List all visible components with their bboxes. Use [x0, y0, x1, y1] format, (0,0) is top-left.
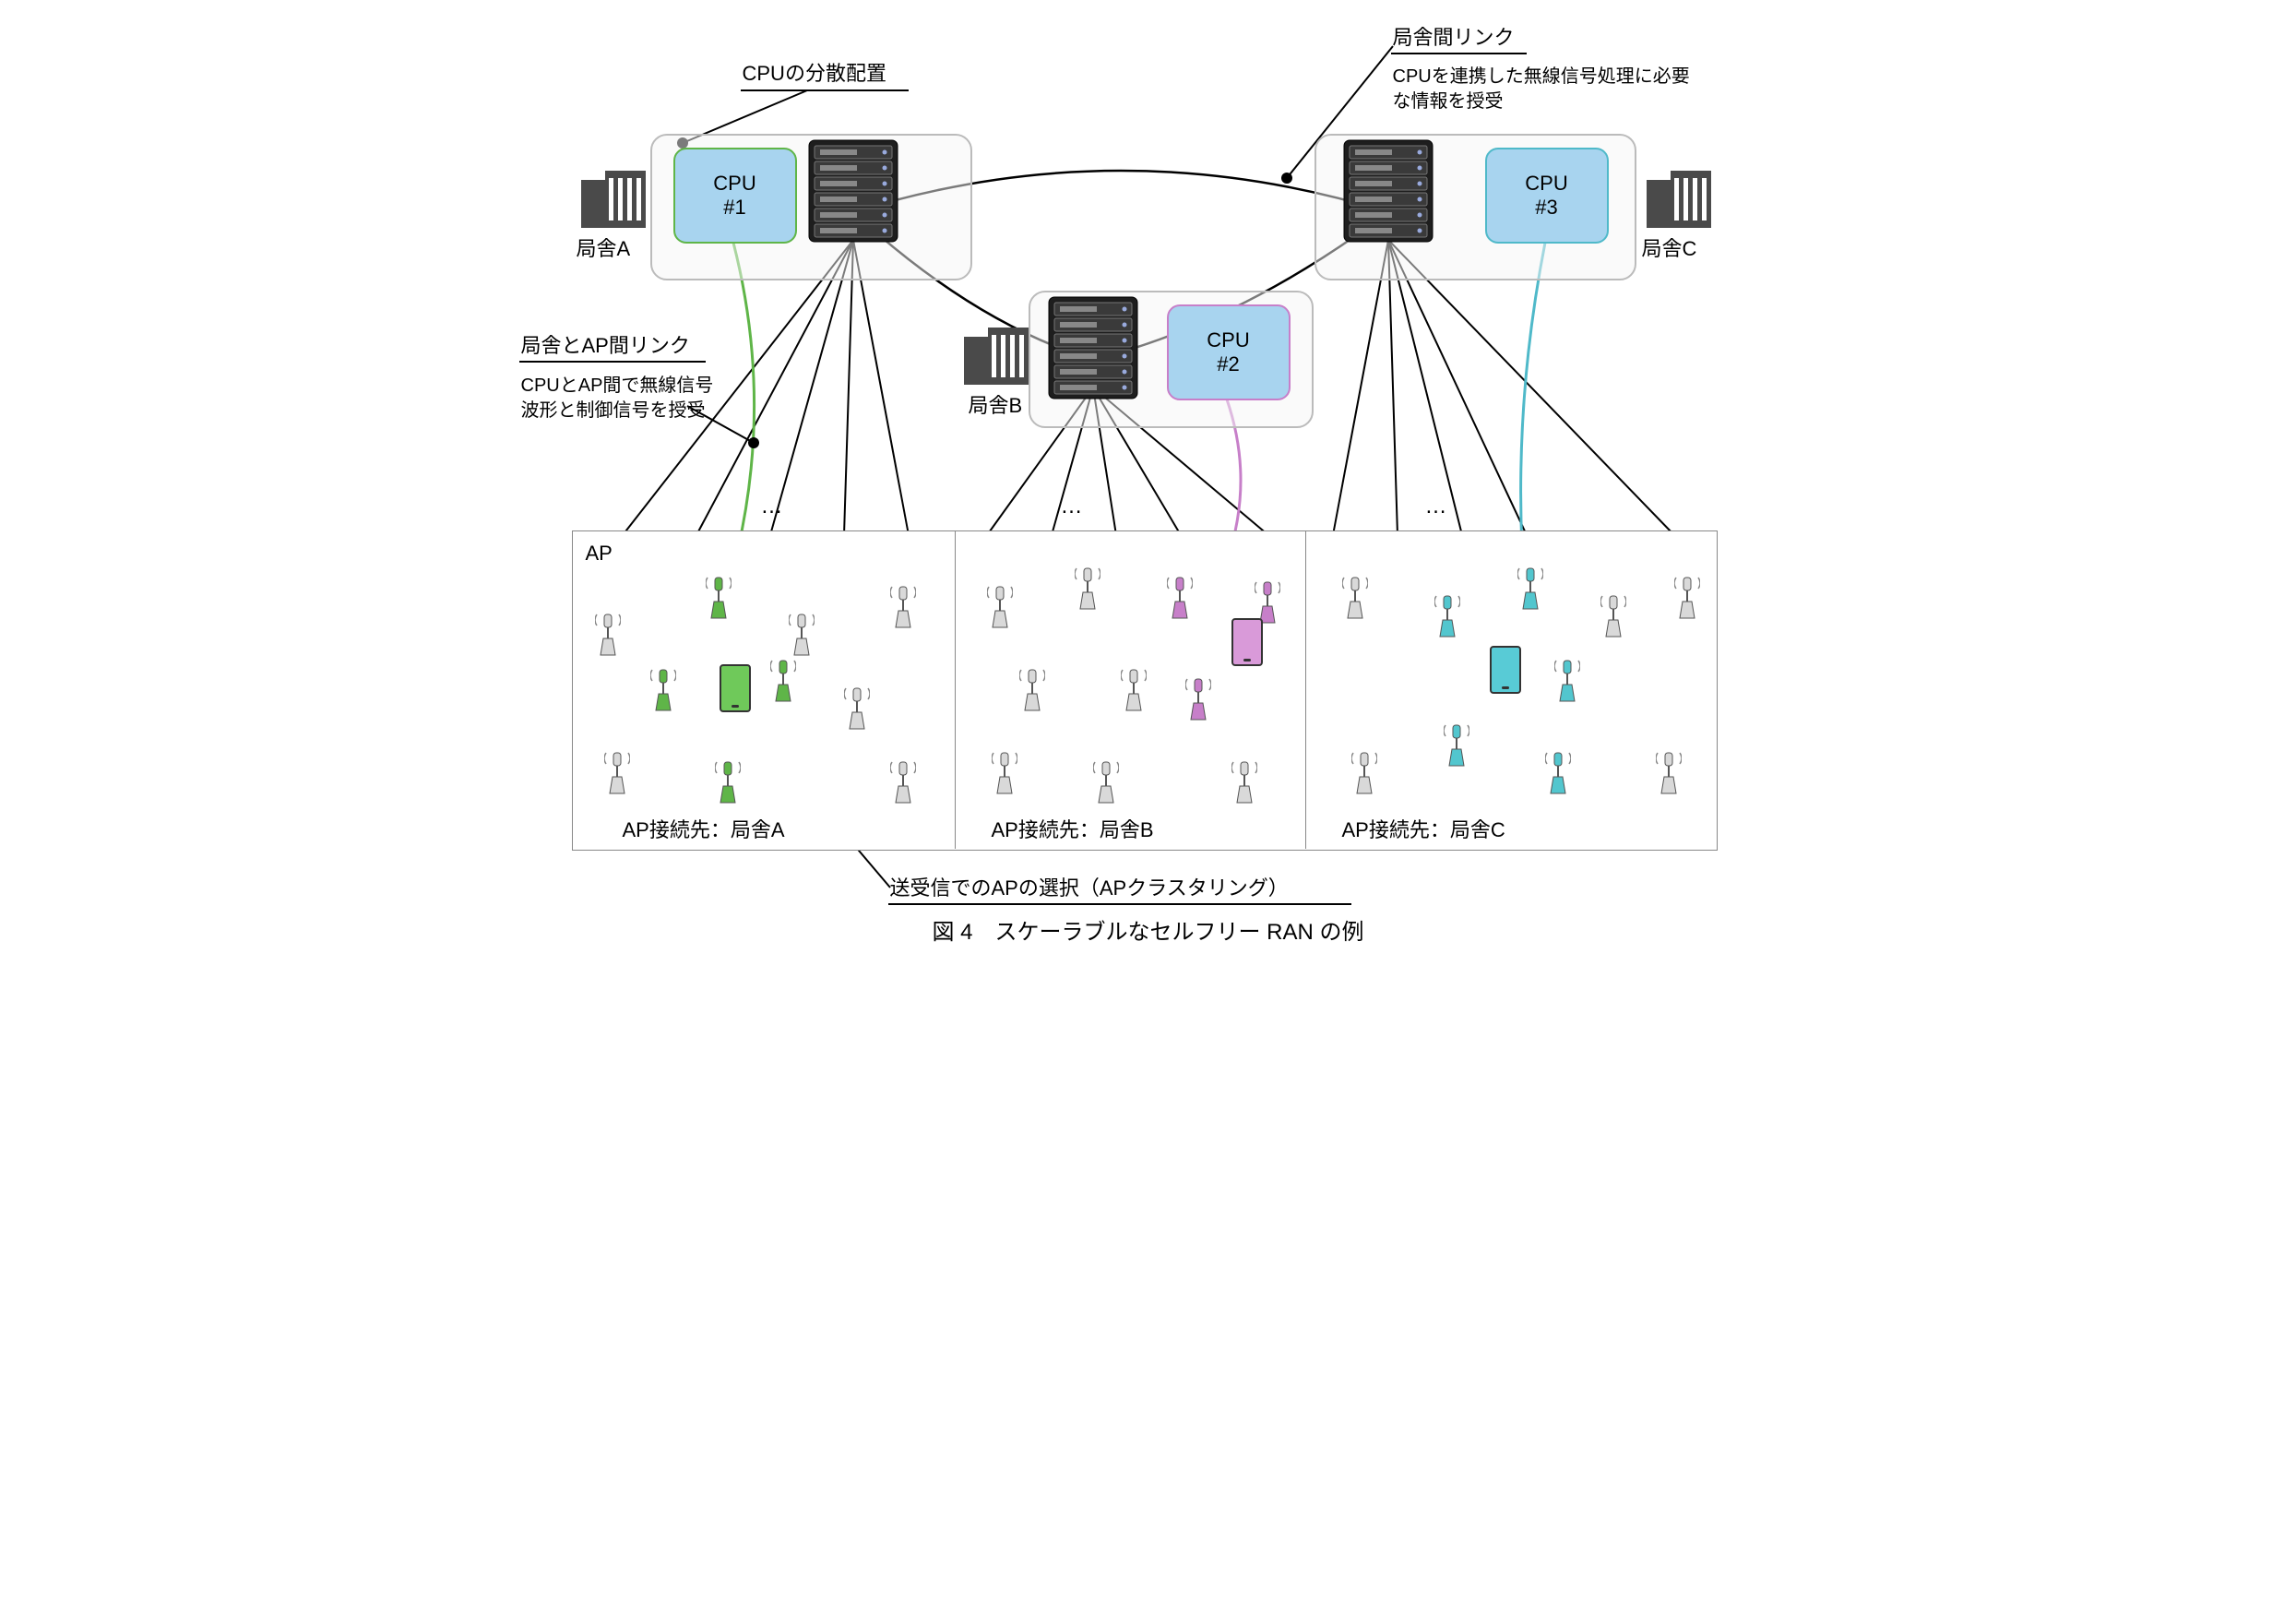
ap-antenna-icon: [1121, 664, 1147, 712]
ap-region-c-label: AP接続先：局舎C: [1342, 814, 1505, 843]
annotation-station-ap-link-title: 局舎とAP間リンク: [521, 332, 690, 360]
building-a-icon: [581, 171, 646, 228]
cpu-1-number: #1: [723, 196, 745, 220]
ap-antenna-icon: [1444, 720, 1469, 768]
ap-antenna-icon: [1185, 673, 1211, 721]
server-b-icon: [1047, 295, 1139, 397]
ellipsis-a: …: [761, 494, 786, 519]
ap-antenna-icon: [650, 664, 676, 712]
cpu-2-number: #2: [1217, 352, 1239, 376]
ap-divider-1: [955, 530, 956, 849]
ap-antenna-icon: [890, 581, 916, 629]
ap-antenna-icon: [1674, 572, 1700, 620]
ap-antenna-icon: [890, 757, 916, 804]
ap-antenna-icon: [1554, 655, 1580, 703]
ap-antenna-icon: [844, 683, 870, 731]
figure-title: 図 4 スケーラブルなセルフリー RAN の例: [484, 918, 1813, 948]
server-a-icon: [807, 138, 899, 240]
ap-divider-2: [1305, 530, 1306, 849]
cpu-1-label: CPU: [713, 172, 755, 196]
cpu-3-number: #3: [1535, 196, 1557, 220]
ap-antenna-icon: [595, 609, 621, 657]
building-c-icon: [1647, 171, 1711, 228]
station-b-name: 局舎B: [969, 392, 1023, 420]
ap-antenna-icon: [1075, 563, 1100, 611]
ap-antenna-icon: [1434, 590, 1460, 638]
ap-antenna-icon: [706, 572, 732, 620]
cpu-3-label: CPU: [1525, 172, 1567, 196]
diagram-root: CPUの分散配置 局舎間リンク CPUを連携した無線信号処理に必要な情報を授受 …: [484, 18, 1813, 950]
ap-antenna-icon: [1167, 572, 1193, 620]
ap-antenna-icon: [1342, 572, 1368, 620]
cpu-2-label: CPU: [1207, 328, 1249, 352]
cpu-2-box: CPU#2: [1167, 304, 1291, 400]
server-c-icon: [1342, 138, 1434, 240]
ellipsis-b: …: [1061, 494, 1086, 519]
ap-antenna-icon: [1600, 590, 1626, 638]
ap-region-b-label: AP接続先：局舎B: [992, 814, 1154, 843]
ellipsis-c: …: [1425, 494, 1450, 519]
ap-antenna-icon: [1093, 757, 1119, 804]
ap-antenna-icon: [604, 747, 630, 795]
annotation-station-ap-link-desc: CPUとAP間で無線信号波形と制御信号を授受: [521, 374, 715, 423]
ap-antenna-icon: [715, 757, 741, 804]
station-a-name: 局舎A: [577, 235, 631, 263]
annotation-inter-station-link-title: 局舎間リンク: [1393, 24, 1515, 52]
ap-antenna-icon: [1351, 747, 1377, 795]
phone-icon: [1231, 618, 1263, 666]
annotation-ap-clustering: 送受信でのAPの選択（APクラスタリング）: [890, 875, 1289, 902]
annotation-inter-station-link-desc: CPUを連携した無線信号処理に必要な情報を授受: [1393, 65, 1707, 114]
ap-antenna-icon: [987, 581, 1013, 629]
ap-antenna-icon: [1019, 664, 1045, 712]
ap-antenna-icon: [1545, 747, 1571, 795]
ap-label: AP: [586, 540, 613, 567]
ap-antenna-icon: [1656, 747, 1682, 795]
ap-region-a-label: AP接続先：局舎A: [623, 814, 785, 843]
cpu-1-box: CPU#1: [673, 148, 797, 244]
ap-antenna-icon: [992, 747, 1017, 795]
phone-icon: [720, 664, 751, 712]
phone-icon: [1490, 646, 1521, 694]
annotation-cpu-distributed: CPUの分散配置: [743, 60, 886, 88]
building-b-icon: [964, 328, 1029, 385]
cpu-3-box: CPU#3: [1485, 148, 1609, 244]
ap-antenna-icon: [1517, 563, 1543, 611]
ap-antenna-icon: [770, 655, 796, 703]
ap-antenna-icon: [789, 609, 815, 657]
ap-antenna-icon: [1231, 757, 1257, 804]
station-c-name: 局舎C: [1642, 235, 1697, 263]
